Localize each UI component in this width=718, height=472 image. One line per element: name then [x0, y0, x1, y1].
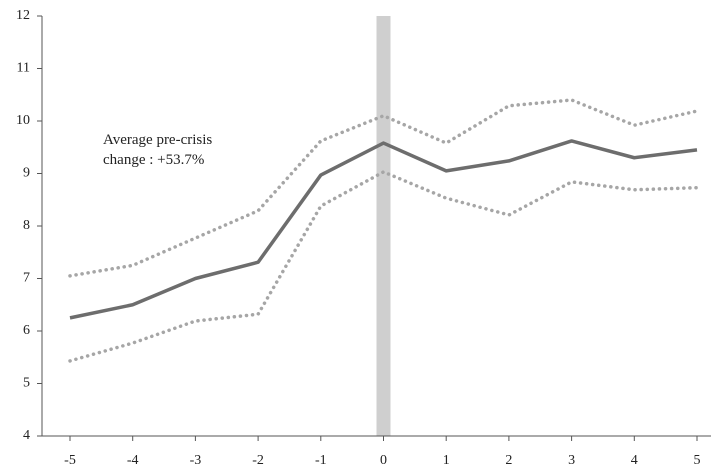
- y-tick-label: 6: [23, 323, 30, 338]
- y-tick-label: 5: [23, 376, 30, 391]
- band-line: [68, 170, 699, 363]
- band-line: [68, 98, 699, 278]
- x-tick-label: -1: [315, 453, 327, 468]
- mean-line: [69, 139, 698, 320]
- x-tick-label: -3: [190, 453, 202, 468]
- annotation: Average pre-crisis change : +53.7%: [103, 132, 213, 168]
- y-tick-label: 11: [17, 61, 30, 76]
- x-tick-label: -2: [252, 453, 264, 468]
- x-tick-label: -5: [64, 453, 76, 468]
- x-tick-label: 0: [380, 453, 387, 468]
- x-tick-label: 5: [694, 453, 701, 468]
- y-tick-label: 4: [23, 428, 30, 443]
- crisis-marker: [376, 16, 391, 436]
- y-tick-label: 10: [16, 113, 30, 128]
- x-tick-label: 3: [568, 453, 575, 468]
- y-tick-label: 12: [16, 8, 30, 23]
- y-tick-label: 9: [23, 166, 30, 181]
- x-tick-label: 4: [631, 453, 638, 468]
- x-tick-label: -4: [127, 453, 139, 468]
- x-tick-label: 1: [443, 453, 450, 468]
- y-tick-label: 7: [23, 271, 30, 286]
- x-tick-label: 2: [505, 453, 512, 468]
- y-tick-label: 8: [23, 218, 30, 233]
